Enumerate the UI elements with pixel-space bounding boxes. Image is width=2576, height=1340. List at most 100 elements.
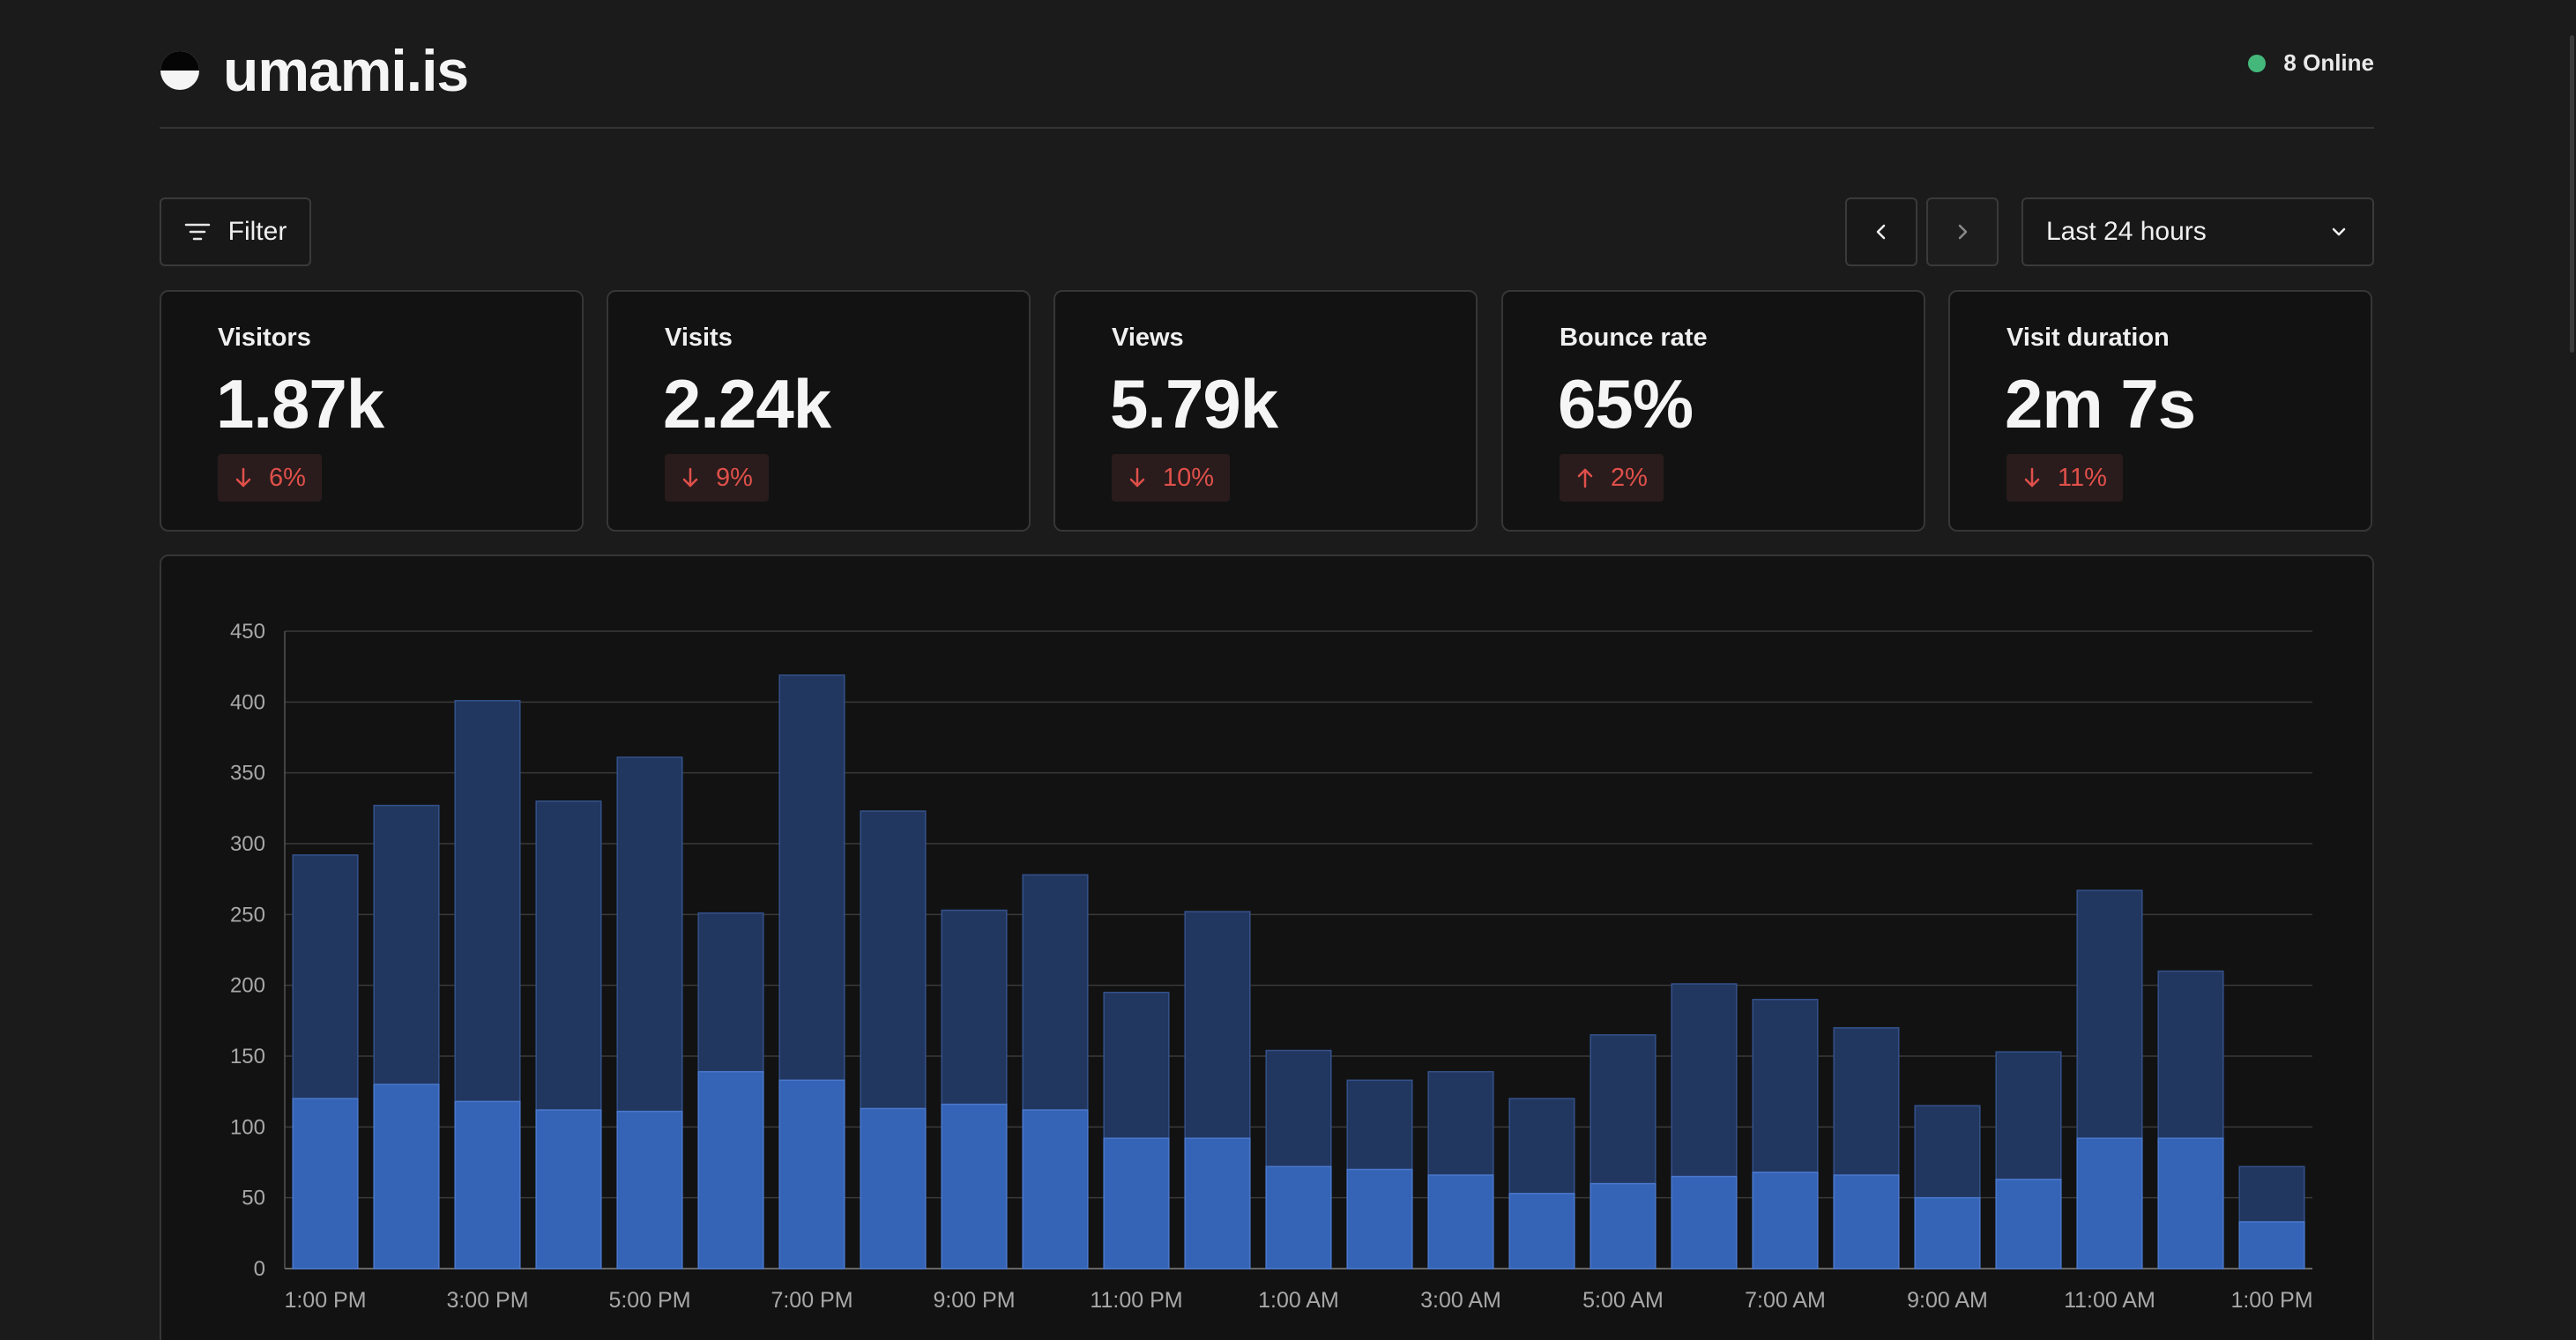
metric-value: 5.79k [1110,365,1278,443]
y-tick-label: 200 [230,974,265,998]
metric-value: 2.24k [663,365,831,443]
metric-change-value: 9% [716,463,753,492]
previous-period-button[interactable] [1845,197,1917,266]
metric-value: 65% [1558,365,1694,443]
metric-label: Views [1112,324,1184,352]
scrollbar-thumb[interactable] [2570,35,2574,353]
visitors-bar[interactable] [1184,1137,1251,1269]
filter-button[interactable]: Filter [160,197,311,266]
logo-icon [160,51,199,90]
visitors-bar[interactable] [454,1100,521,1269]
metric-change-badge: 11% [2006,454,2123,502]
arrow-down-icon [682,467,698,488]
metric-card-visits: Visits 2.24k 9% [607,290,1031,532]
metric-label: Visit duration [2006,324,2170,352]
online-count: 8 Online [2283,49,2374,76]
visitors-bar[interactable] [1914,1196,1981,1269]
visitors-bar[interactable] [616,1110,683,1269]
y-tick-label: 50 [242,1187,265,1210]
metric-label: Visits [665,324,733,352]
metric-change-badge: 6% [218,454,322,502]
online-indicator: 8 Online [2248,49,2374,77]
y-tick-label: 250 [230,903,265,927]
x-tick-label: 11:00 PM [1090,1288,1182,1313]
visitors-bar[interactable] [2157,1137,2224,1269]
x-tick-label: 7:00 AM [1745,1288,1826,1313]
x-tick-label: 1:00 PM [2230,1288,2312,1313]
visitors-bar[interactable] [778,1079,845,1269]
arrow-down-icon [235,467,251,488]
y-tick-label: 350 [230,762,265,785]
visitors-bar[interactable] [1265,1165,1332,1269]
chart-card: 0 50 100 150 200 250 300 350 400 450 1:00 PM 3:00 P… [160,555,2374,1340]
metric-label: Bounce rate [1560,324,1708,352]
date-range-value: Last 24 hours [2046,217,2207,246]
visitors-bar[interactable] [373,1083,440,1269]
chevron-right-icon [1958,224,1968,240]
visitors-bar[interactable] [1590,1182,1657,1269]
metric-change-badge: 10% [1112,454,1231,502]
y-tick-label: 100 [230,1115,265,1139]
page-scrollbar[interactable] [2567,0,2576,1340]
x-tick-label: 3:00 AM [1420,1288,1501,1313]
metric-change-value: 11% [2058,463,2107,492]
visitors-bar[interactable] [1508,1193,1575,1269]
filter-icon [184,223,210,241]
visitors-bar[interactable] [697,1070,764,1269]
visitors-bar[interactable] [941,1103,1008,1269]
arrow-down-icon [2024,467,2040,488]
arrow-down-icon [1129,467,1145,488]
metric-change-value: 6% [269,463,306,492]
visitors-bar[interactable] [1671,1175,1738,1269]
metric-change-value: 2% [1611,463,1648,492]
visitors-bar[interactable] [860,1107,927,1269]
x-tick-label: 11:00 AM [2064,1288,2155,1313]
metric-change-badge: 9% [665,454,769,502]
metric-label: Visitors [218,324,311,352]
chevron-down-icon [2332,227,2346,236]
x-tick-label: 9:00 PM [933,1288,1015,1313]
visitors-bar[interactable] [1427,1174,1494,1269]
visitors-bar[interactable] [1995,1179,2062,1269]
y-tick-label: 400 [230,690,265,714]
x-tick-label: 9:00 AM [1907,1288,1988,1313]
x-tick-label: 1:00 AM [1258,1288,1339,1313]
visitors-bar[interactable] [2238,1221,2305,1269]
y-tick-label: 150 [230,1045,265,1068]
visitors-bar[interactable] [1022,1109,1089,1269]
metric-value: 2m 7s [2005,365,2196,443]
y-tick-label: 300 [230,832,265,856]
visitors-bar[interactable] [1833,1174,1900,1269]
pageviews-chart: 0 50 100 150 200 250 300 350 400 450 1:00 PM 3:00 P… [230,620,2313,1313]
x-tick-label: 1:00 PM [284,1288,366,1313]
next-period-button[interactable] [1926,197,1999,266]
y-tick-label: 450 [230,620,265,644]
x-tick-label: 3:00 PM [446,1288,528,1313]
x-tick-label: 7:00 PM [771,1288,852,1313]
online-status-dot [2248,54,2267,72]
metric-card-views: Views 5.79k 10% [1053,290,1478,532]
visitors-bar[interactable] [2076,1137,2143,1269]
x-tick-label: 5:00 AM [1582,1288,1664,1313]
arrow-up-icon [1577,468,1593,488]
filter-label: Filter [227,217,287,246]
metric-change-badge: 2% [1560,454,1664,502]
visitors-bar[interactable] [292,1098,359,1269]
chevron-left-icon [1876,224,1886,240]
metric-card-visitors: Visitors 1.87k 6% [160,290,584,532]
x-tick-label: 5:00 PM [608,1288,690,1313]
visitors-bar[interactable] [1103,1137,1170,1269]
metric-change-value: 10% [1163,463,1215,492]
metric-card-bounce-rate: Bounce rate 65% 2% [1501,290,1925,532]
metric-value: 1.87k [216,365,384,443]
brand-name: umami.is [223,38,469,103]
y-tick-label: 0 [254,1257,265,1281]
visitors-bar[interactable] [1346,1168,1413,1269]
visitors-bar[interactable] [1752,1171,1819,1269]
date-range-select[interactable]: Last 24 hours [2021,197,2374,266]
metric-card-visit-duration: Visit duration 2m 7s 11% [1948,290,2372,532]
visitors-bar[interactable] [535,1109,602,1269]
brand[interactable]: umami.is [160,37,469,104]
header: umami.is 8 Online [160,26,2374,129]
